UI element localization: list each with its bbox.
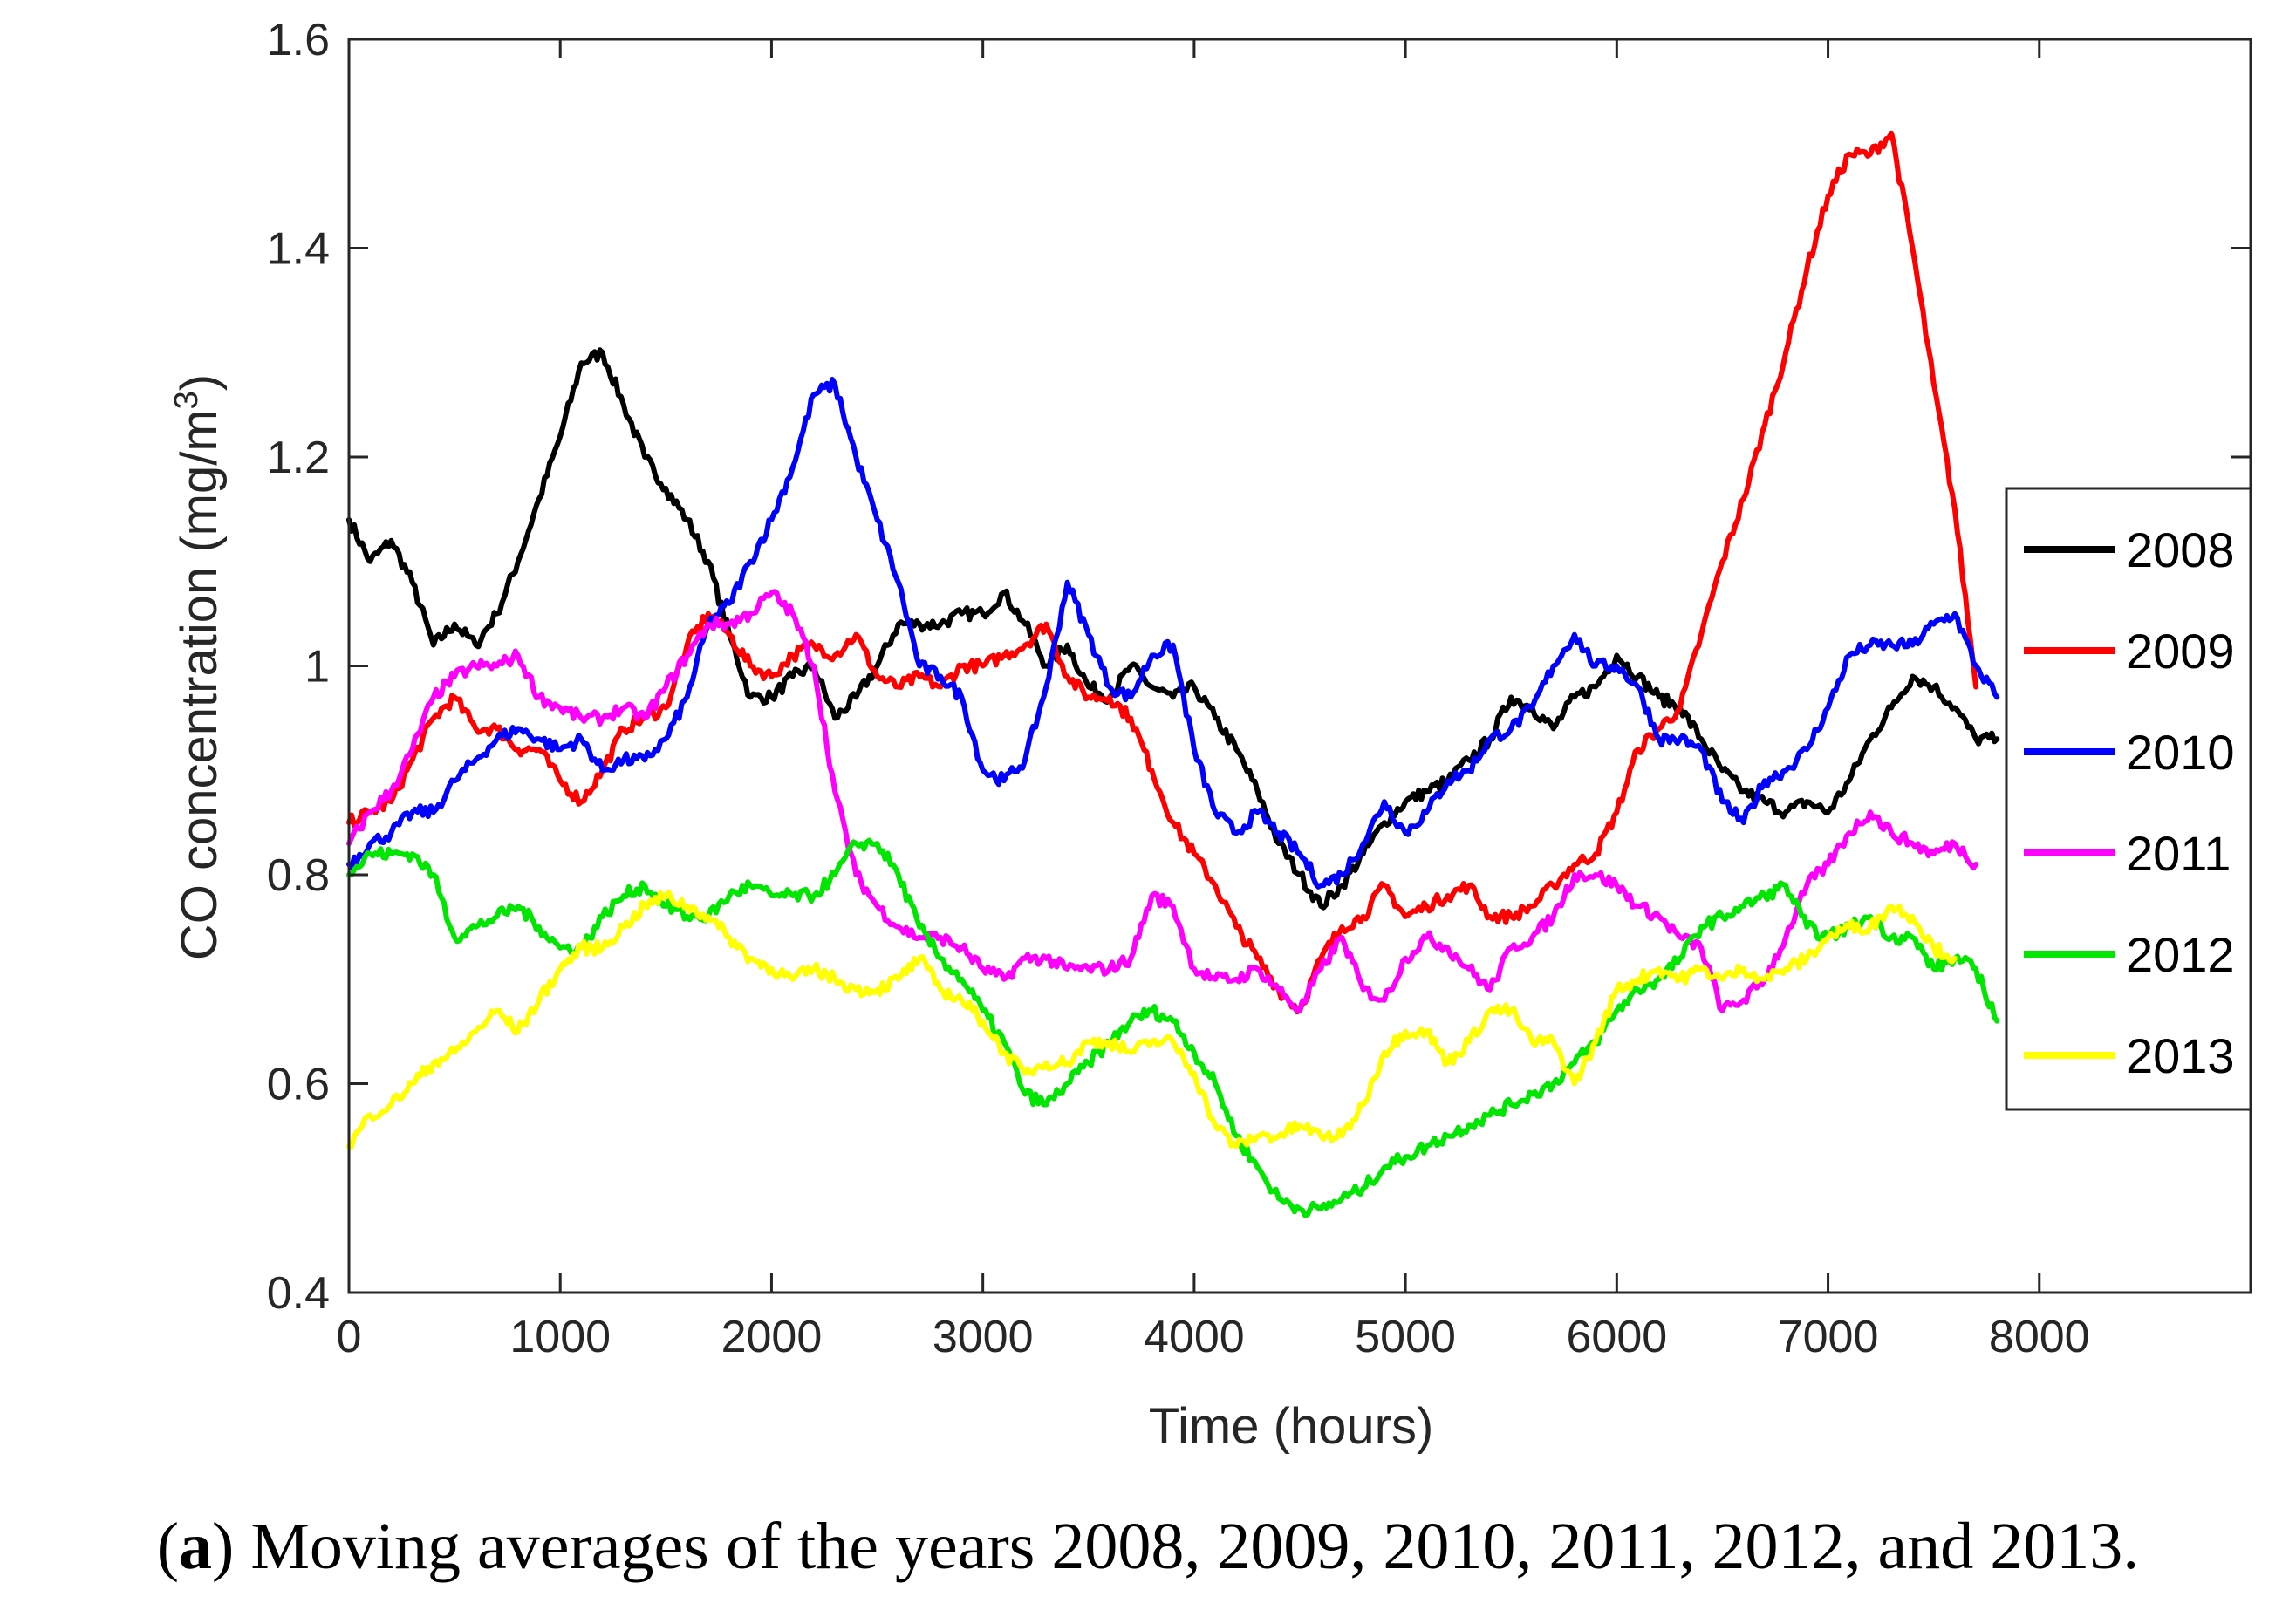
legend-label-2009: 2009 [2126,624,2235,679]
legend-label-2011: 2011 [2126,826,2231,881]
legend-label-2012: 2012 [2126,927,2235,982]
series-line-2009 [346,130,1979,1015]
y-tick-label-0.6: 0.6 [267,1060,330,1110]
legend-label-2010: 2010 [2126,725,2235,780]
series-lines [346,130,2000,1218]
x-tick-label-8000: 8000 [1989,1312,2090,1362]
y-tick-label-1.6: 1.6 [267,15,330,65]
x-tick-label-3000: 3000 [933,1312,1034,1362]
legend-box [2005,487,2252,1111]
x-tick-label-7000: 7000 [1778,1312,1879,1362]
y-tick-label-0.4: 0.4 [267,1268,330,1319]
x-tick-label-6000: 6000 [1566,1312,1667,1362]
x-tick-label-0: 0 [337,1312,362,1362]
series-line-2011 [346,589,1979,1013]
x-tick-label-1000: 1000 [509,1312,611,1362]
series-line-2008 [346,347,2000,911]
y-tick-label-1: 1 [304,642,330,693]
series-line-2010 [346,377,2000,890]
y-tick-labels: 0.4 0.6 0.8 1 1.2 1.4 1.6 [267,15,330,1319]
figure-caption: (a) Moving averages of the years 2008, 2… [156,1510,2140,1583]
caption-text: Moving averages of the years 2008, 2009,… [234,1510,2140,1583]
y-axis-label-close: ) [171,374,228,391]
caption-label: a [179,1510,213,1583]
x-tick-label-4000: 4000 [1144,1312,1245,1362]
y-tick-label-0.8: 0.8 [267,850,330,901]
legend-entries: 2008 2009 2010 2011 2012 2013 [2024,522,2235,1083]
y-axis-label-main: CO concentration (mg/m [171,409,228,960]
legend-label-2008: 2008 [2126,522,2235,577]
y-axis-label: CO concentration (mg/m3) [168,374,228,960]
x-tick-labels: 0 1000 2000 3000 4000 5000 6000 7000 8000 [337,1312,2090,1362]
y-tick-label-1.2: 1.2 [267,433,330,483]
co-moving-average-chart: 0 1000 2000 3000 4000 5000 6000 7000 8000 0.4 0.6… [168,15,2252,1455]
series-line-2013 [346,889,1958,1150]
legend: 2008 2009 2010 2011 2012 2013 [2005,487,2252,1111]
y-tick-label-1.4: 1.4 [267,224,330,275]
x-tick-label-2000: 2000 [721,1312,823,1362]
series-line-2012 [346,837,2000,1218]
legend-label-2013: 2013 [2126,1028,2235,1083]
axis-ticks [347,38,2251,1294]
y-axis-label-superscript: 3 [168,391,205,409]
x-tick-label-5000: 5000 [1355,1312,1456,1362]
x-axis-label: Time (hours) [1149,1398,1434,1455]
